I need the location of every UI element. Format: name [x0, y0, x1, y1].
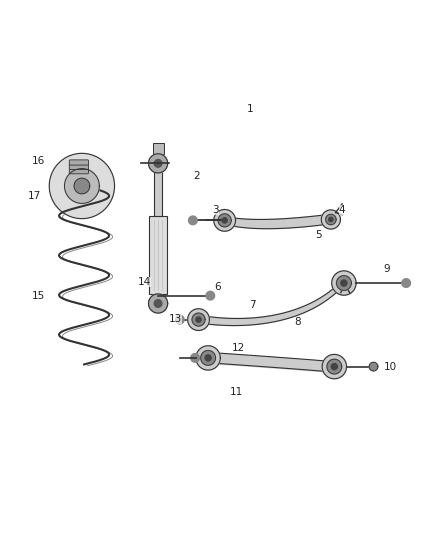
Text: 4: 4 — [339, 205, 345, 215]
Polygon shape — [199, 279, 343, 326]
Polygon shape — [222, 218, 227, 223]
Polygon shape — [201, 351, 215, 365]
Polygon shape — [64, 168, 99, 204]
Polygon shape — [214, 209, 236, 231]
Polygon shape — [332, 271, 356, 295]
Polygon shape — [187, 309, 209, 330]
Polygon shape — [331, 364, 337, 370]
Polygon shape — [49, 154, 115, 219]
Polygon shape — [196, 346, 220, 370]
Polygon shape — [192, 313, 205, 326]
Polygon shape — [196, 317, 201, 322]
Polygon shape — [327, 359, 342, 374]
Text: 16: 16 — [32, 156, 45, 166]
Bar — [152, 143, 163, 154]
Polygon shape — [191, 353, 199, 362]
Polygon shape — [402, 279, 410, 287]
Text: 13: 13 — [169, 314, 182, 324]
Text: 3: 3 — [212, 205, 219, 214]
Polygon shape — [154, 159, 162, 167]
Polygon shape — [226, 214, 330, 229]
Polygon shape — [154, 300, 162, 308]
Text: 6: 6 — [215, 281, 221, 292]
Polygon shape — [321, 210, 340, 229]
Text: 9: 9 — [384, 264, 390, 274]
Text: 1: 1 — [247, 104, 254, 114]
Text: 15: 15 — [32, 291, 45, 301]
Polygon shape — [74, 178, 90, 194]
Text: 17: 17 — [28, 191, 41, 201]
Polygon shape — [148, 154, 168, 173]
Polygon shape — [148, 294, 168, 313]
Polygon shape — [218, 214, 231, 227]
Polygon shape — [328, 217, 333, 222]
Bar — [154, 163, 162, 215]
Text: 8: 8 — [294, 317, 301, 327]
Polygon shape — [325, 214, 336, 225]
Polygon shape — [369, 362, 378, 371]
Polygon shape — [189, 216, 197, 225]
FancyBboxPatch shape — [69, 160, 88, 165]
Text: 14: 14 — [138, 277, 151, 287]
Polygon shape — [206, 292, 215, 300]
Bar — [149, 215, 167, 294]
Text: 7: 7 — [250, 300, 256, 310]
Text: 10: 10 — [384, 362, 397, 372]
Text: 2: 2 — [193, 172, 200, 181]
FancyBboxPatch shape — [69, 164, 88, 169]
Polygon shape — [176, 315, 184, 324]
Text: 5: 5 — [315, 230, 321, 240]
Text: 12: 12 — [232, 343, 245, 353]
Polygon shape — [205, 355, 211, 361]
Polygon shape — [341, 280, 347, 286]
Text: 11: 11 — [230, 387, 243, 397]
Polygon shape — [322, 354, 346, 379]
Polygon shape — [336, 276, 351, 290]
FancyBboxPatch shape — [69, 168, 88, 174]
